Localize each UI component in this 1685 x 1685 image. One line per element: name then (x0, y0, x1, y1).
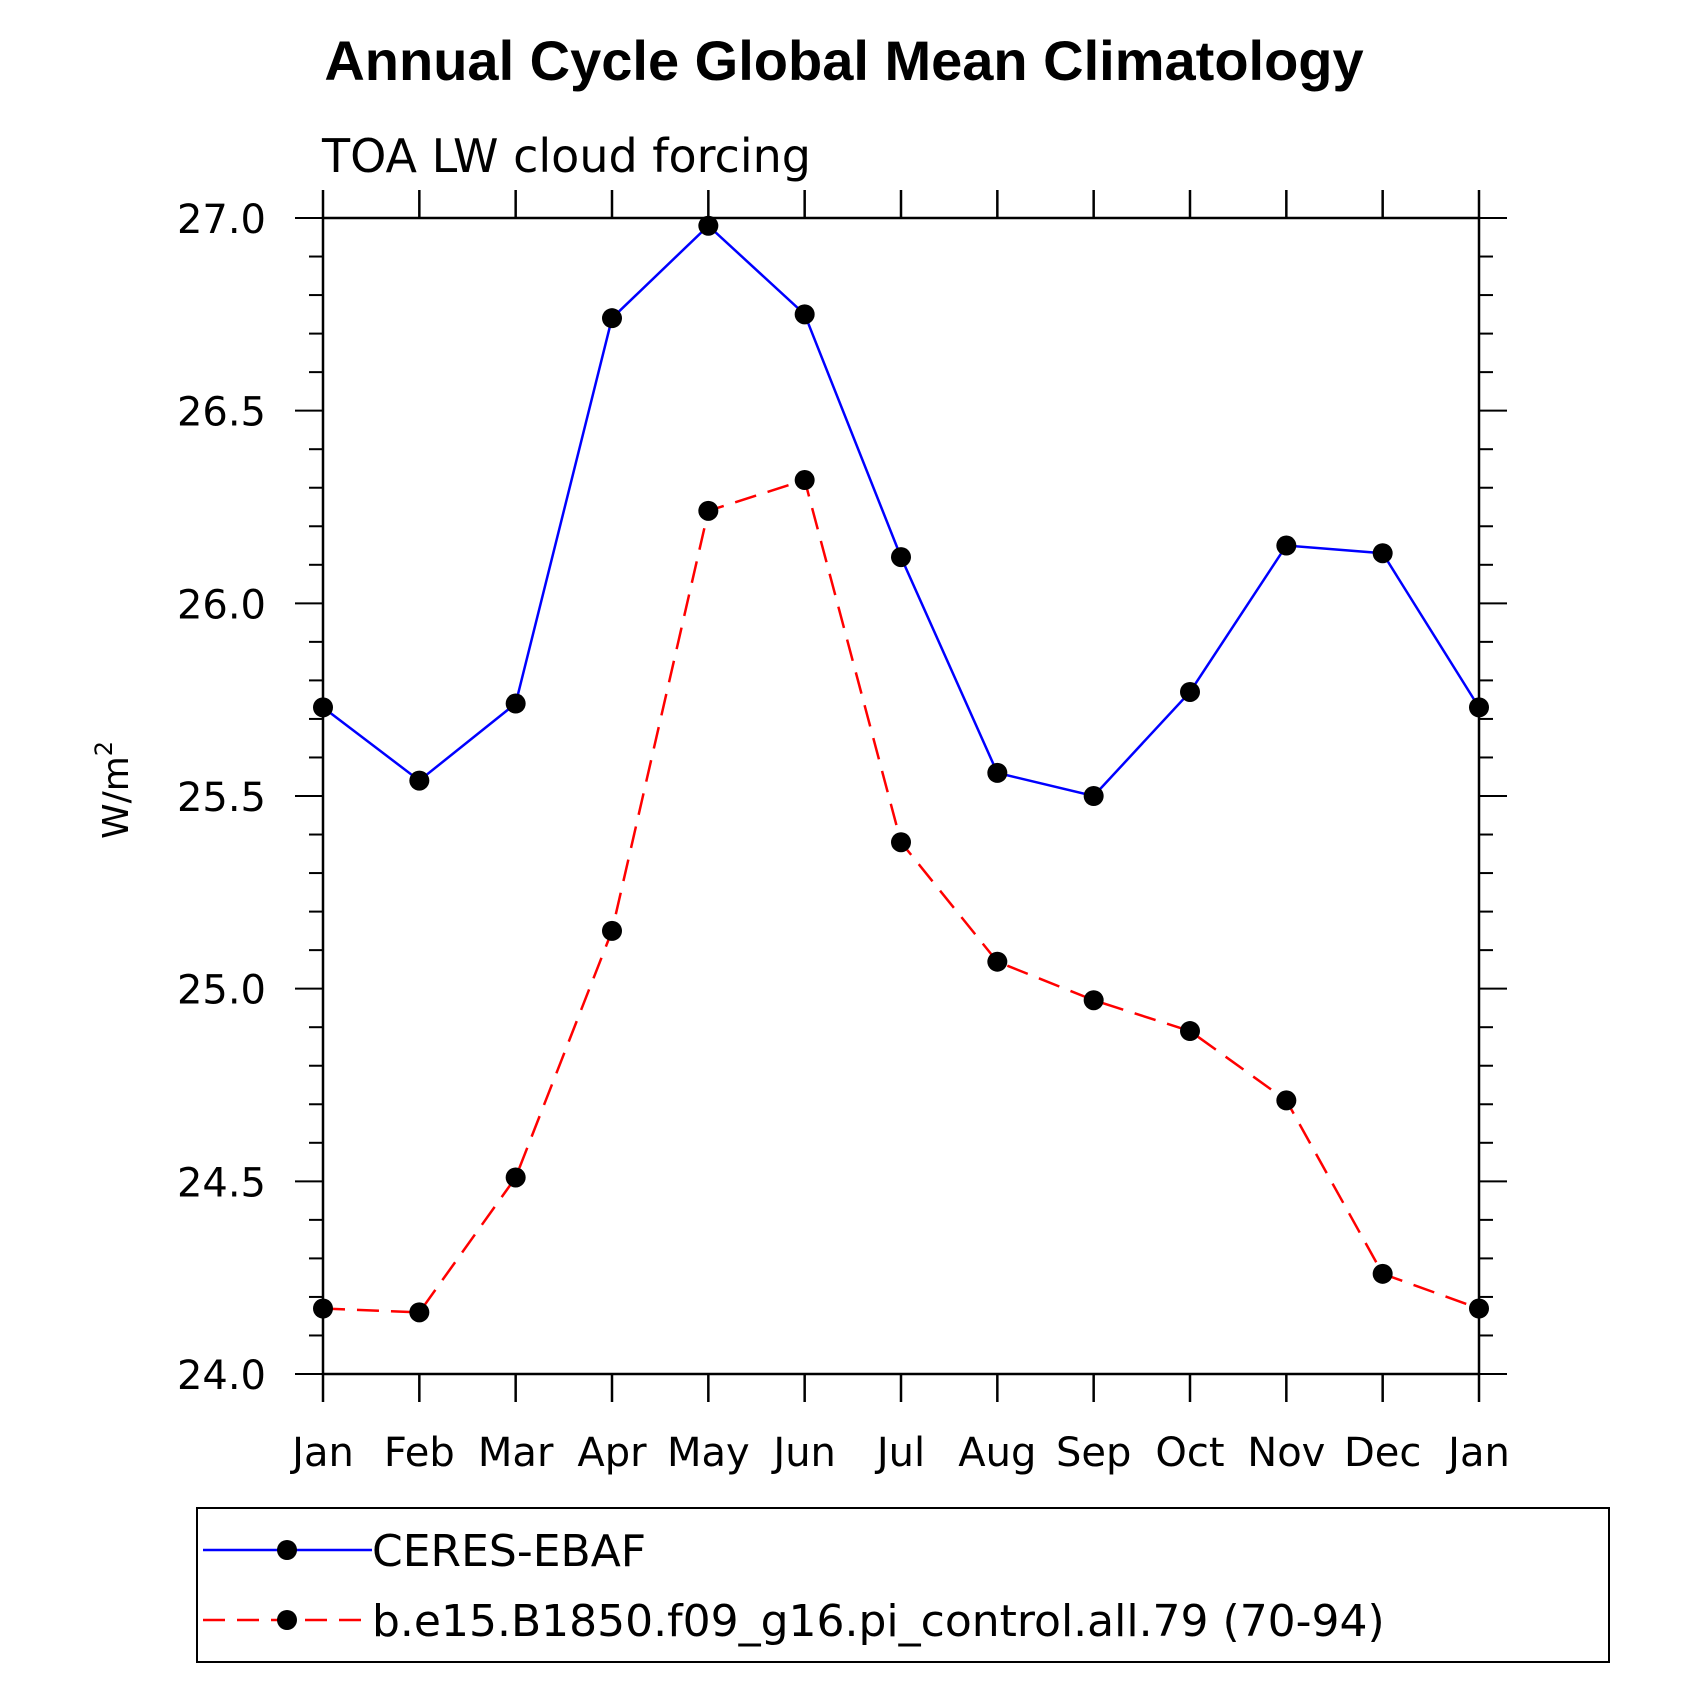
data-point-s0-2 (505, 693, 526, 714)
plot-frame (321, 216, 1481, 1376)
legend-label-model: b.e15.B1850.f09_g16.pi_control.all.79 (7… (372, 1596, 1385, 1647)
x-tick-label-6: Jul (874, 1430, 925, 1476)
y-tick-label-5: 26.5 (177, 390, 266, 436)
x-tick-label-1: Feb (384, 1430, 455, 1476)
y-tick-label-0: 24.0 (177, 1353, 266, 1399)
y-tick-label-1: 24.5 (177, 1160, 266, 1206)
legend-marker-model (277, 1610, 297, 1630)
y-axis-label-superscript: 2 (90, 741, 118, 756)
data-point-s1-10 (1276, 1090, 1297, 1111)
x-tick-label-7: Aug (958, 1430, 1036, 1476)
x-tick-label-0: Jan (289, 1430, 354, 1476)
data-point-s0-5 (794, 304, 815, 325)
x-tick-label-3: Apr (577, 1430, 647, 1476)
y-tick-label-4: 26.0 (177, 582, 266, 628)
data-point-s0-8 (1083, 786, 1104, 806)
x-tick-label-2: Mar (478, 1430, 554, 1476)
data-point-s1-6 (891, 832, 911, 853)
data-point-s1-1 (409, 1302, 430, 1323)
x-tick-label-5: Jun (770, 1430, 836, 1476)
data-point-s0-10 (1276, 535, 1297, 556)
data-point-s1-5 (794, 470, 815, 491)
data-point-s0-1 (409, 770, 430, 791)
series-line-1 (322, 478, 1480, 1314)
axes: Jan Feb Mar Apr May Jun Jul Aug Sep Oct Nov Dec Jan 2… (177, 190, 1510, 1476)
y-tick-label-6: 27.0 (177, 197, 266, 243)
x-tick-label-8: Sep (1056, 1430, 1131, 1476)
data-point-s1-7 (987, 951, 1008, 972)
y-tick-label-2: 25.0 (177, 968, 266, 1014)
data-point-s1-11 (1372, 1263, 1393, 1284)
y-tick-label-3: 25.5 (177, 775, 266, 821)
data-point-s1-8 (1083, 990, 1104, 1011)
data-point-s0-4 (698, 215, 719, 236)
chart-title: Annual Cycle Global Mean Climatology (324, 29, 1363, 92)
data-point-s0-11 (1372, 543, 1393, 564)
legend-marker-ceres (277, 1540, 297, 1560)
data-point-s1-2 (505, 1167, 526, 1188)
data-point-s1-4 (698, 500, 719, 521)
x-tick-label-10: Nov (1247, 1430, 1325, 1476)
plot-area (313, 215, 1489, 1323)
x-tick-label-9: Oct (1155, 1430, 1224, 1476)
x-tick-label-11: Dec (1344, 1430, 1421, 1476)
data-point-s0-6 (891, 547, 911, 568)
data-point-s1-9 (1180, 1021, 1200, 1042)
data-point-s1-3 (602, 920, 622, 941)
data-point-s0-7 (987, 762, 1008, 783)
y-axis-label-unit: W/m (96, 756, 137, 839)
legend-box (196, 1507, 1610, 1663)
legend-label-ceres: CERES-EBAF (372, 1526, 646, 1577)
x-tick-label-12: Jan (1445, 1430, 1510, 1476)
y-axis-label: W/m2 (90, 741, 137, 839)
data-point-s0-3 (602, 308, 622, 329)
x-tick-label-4: May (667, 1430, 750, 1476)
chart-subtitle: TOA LW cloud forcing (321, 129, 811, 183)
data-point-s0-9 (1180, 681, 1200, 702)
legend: CERES-EBAF b.e15.B1850.f09_g16.pi_contro… (196, 1507, 1610, 1663)
series-line-0 (322, 223, 1481, 798)
